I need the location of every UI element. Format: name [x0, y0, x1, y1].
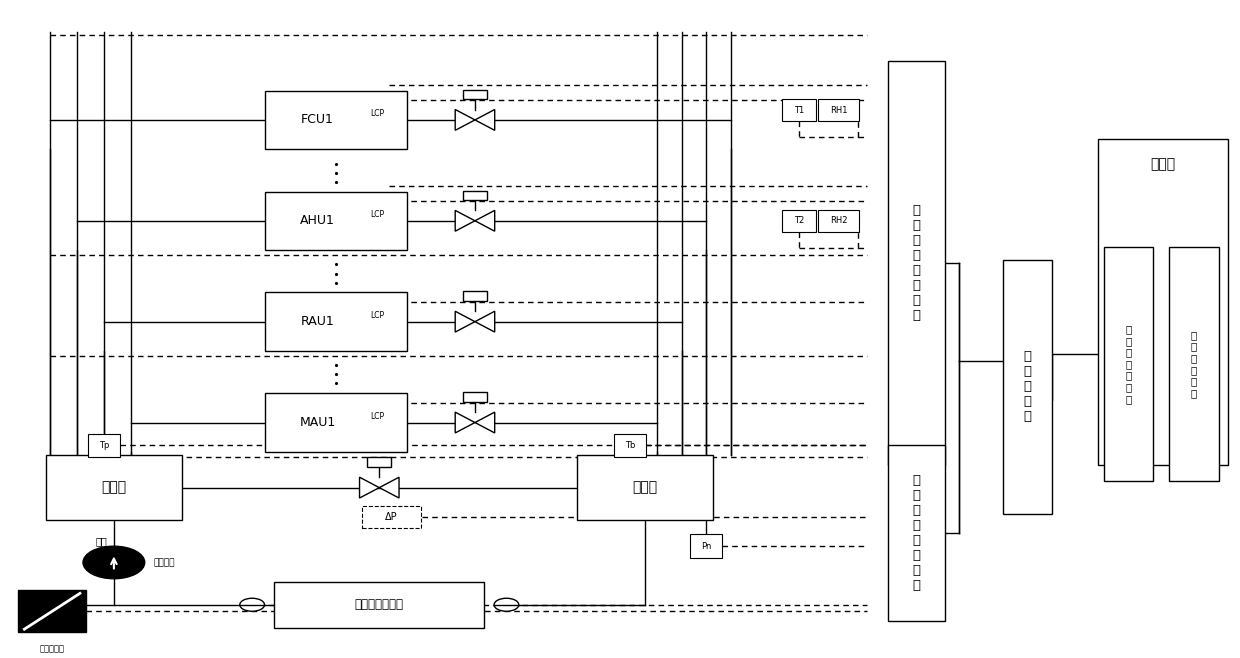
Polygon shape [455, 211, 475, 231]
Bar [817, 99, 859, 121]
Bar [463, 291, 487, 301]
Bar [463, 191, 487, 200]
Text: LCP: LCP [370, 210, 384, 218]
Bar [19, 590, 86, 632]
Bar [265, 191, 407, 250]
Bar [614, 434, 646, 457]
Text: 分水器: 分水器 [102, 480, 126, 495]
Bar [463, 89, 487, 99]
Bar [888, 61, 945, 465]
Text: MAU1: MAU1 [299, 416, 336, 429]
Circle shape [494, 598, 518, 611]
Text: RAU1: RAU1 [300, 315, 335, 328]
Bar [577, 455, 713, 520]
Text: 循环水泵: 循环水泵 [154, 558, 175, 567]
Text: 冷水机组蒸发器: 冷水机组蒸发器 [355, 598, 404, 611]
Bar [265, 91, 407, 149]
Text: RH1: RH1 [830, 106, 847, 114]
Text: 实
时
负
荷
控
制
模
块: 实 时 负 荷 控 制 模 块 [913, 474, 920, 592]
Text: T1: T1 [794, 106, 804, 114]
Circle shape [239, 598, 264, 611]
Bar [691, 534, 723, 558]
Bar [367, 457, 391, 467]
Polygon shape [360, 477, 379, 498]
Polygon shape [475, 109, 495, 130]
Text: 供水: 供水 [95, 536, 108, 546]
Polygon shape [475, 211, 495, 231]
Text: RH2: RH2 [830, 216, 847, 225]
Bar [1003, 260, 1052, 514]
Bar [1104, 247, 1153, 481]
Text: 集水器: 集水器 [632, 480, 657, 495]
Bar [88, 434, 120, 457]
Polygon shape [475, 412, 495, 433]
Polygon shape [455, 412, 475, 433]
Text: 负
荷
预
测
控
制
模
块: 负 荷 预 测 控 制 模 块 [913, 204, 920, 322]
Text: 网
络
控
制
器: 网 络 控 制 器 [1023, 350, 1032, 423]
Bar [781, 99, 816, 121]
Text: 中
应
空
调
控
制
策: 中 应 空 调 控 制 策 [1126, 324, 1132, 404]
Text: Pn: Pn [702, 542, 712, 551]
Text: LCP: LCP [370, 109, 384, 118]
Circle shape [83, 546, 145, 579]
Polygon shape [455, 311, 475, 332]
Text: ΔP: ΔP [386, 512, 398, 522]
Polygon shape [475, 311, 495, 332]
Text: T2: T2 [794, 216, 804, 225]
Bar [817, 210, 859, 232]
Bar [46, 455, 182, 520]
Bar [463, 392, 487, 402]
Text: LCP: LCP [370, 411, 384, 420]
Text: 计算机: 计算机 [1151, 157, 1176, 171]
Bar [1169, 247, 1219, 481]
Bar [265, 393, 407, 452]
Text: 回水: 回水 [694, 536, 706, 546]
Text: 酒
店
商
业
模
块: 酒 店 商 业 模 块 [1190, 330, 1197, 398]
Bar [362, 506, 422, 528]
Bar [888, 445, 945, 621]
Polygon shape [379, 477, 399, 498]
Text: Tb: Tb [625, 441, 635, 450]
Text: Tp: Tp [99, 441, 109, 450]
Bar [265, 292, 407, 351]
Text: LCP: LCP [370, 311, 384, 320]
Bar [274, 582, 484, 628]
Text: 智能变频柜: 智能变频柜 [40, 644, 64, 653]
Polygon shape [455, 109, 475, 130]
Bar [1099, 139, 1228, 465]
Text: FCU1: FCU1 [301, 113, 334, 126]
Text: AHU1: AHU1 [300, 215, 335, 227]
Bar [781, 210, 816, 232]
